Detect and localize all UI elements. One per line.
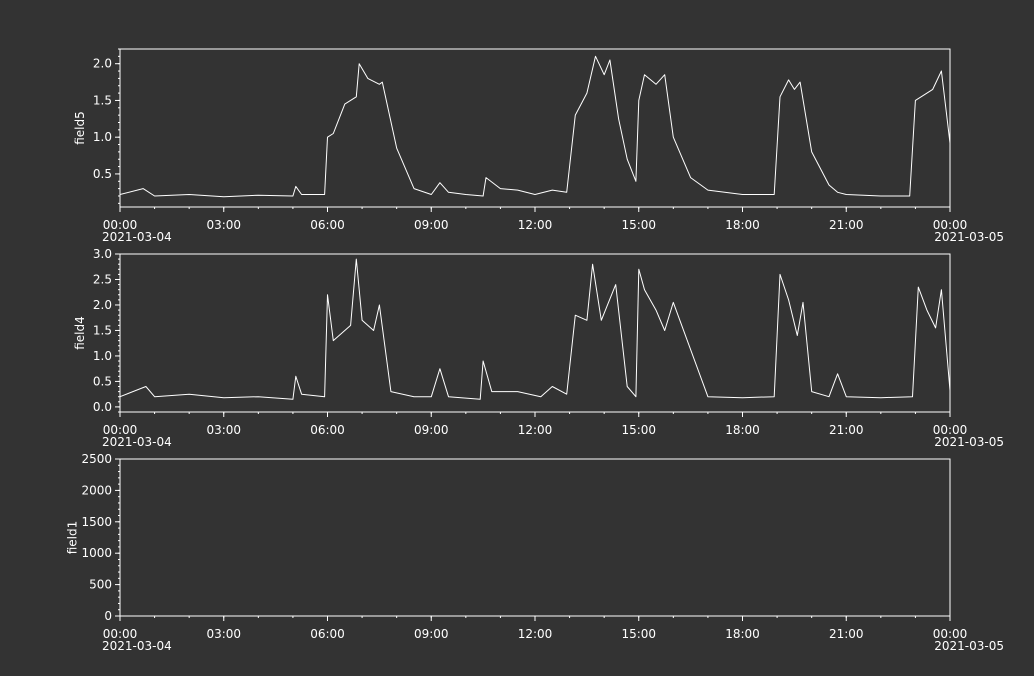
x-tick-label: 09:00 <box>414 423 449 437</box>
y-tick-label: 2.0 <box>93 298 112 312</box>
y-tick-label: 0 <box>104 609 112 623</box>
y-tick-label: 1.5 <box>93 323 112 337</box>
y-tick-label: 1500 <box>81 515 112 529</box>
x-tick-label: 00:00 <box>933 627 968 641</box>
x-tick-label: 03:00 <box>206 423 241 437</box>
x-date-label-start: 2021-03-04 <box>102 435 172 449</box>
x-tick-label: 15:00 <box>621 218 656 232</box>
x-tick-label: 21:00 <box>829 423 864 437</box>
chart-panel-field4: 0.0 0.5 1.0 1.5 2.0 2.5 3.0 00:00 03:00 06:00 09:0… <box>73 247 1004 449</box>
x-tick-label: 00:00 <box>933 218 968 232</box>
y-tick-label: 2.5 <box>93 272 112 286</box>
x-tick-label: 18:00 <box>725 627 760 641</box>
x-tick-label: 03:00 <box>206 627 241 641</box>
x-tick-label: 09:00 <box>414 627 449 641</box>
x-date-label-start: 2021-03-04 <box>102 639 172 653</box>
y-tick-label: 2500 <box>81 452 112 466</box>
y-tick-label: 1.0 <box>93 349 112 363</box>
x-tick-label: 06:00 <box>310 218 345 232</box>
x-date-label-end: 2021-03-05 <box>934 639 1004 653</box>
x-tick-label: 12:00 <box>518 218 553 232</box>
y-tick-label: 0.0 <box>93 400 112 414</box>
y-axis-label: field4 <box>73 316 87 350</box>
x-tick-label: 06:00 <box>310 423 345 437</box>
x-tick-label: 18:00 <box>725 218 760 232</box>
x-tick-label: 15:00 <box>621 627 656 641</box>
x-tick-label: 18:00 <box>725 423 760 437</box>
x-tick-label: 12:00 <box>518 627 553 641</box>
y-tick-label: 2000 <box>81 483 112 497</box>
x-tick-label: 21:00 <box>829 218 864 232</box>
y-axis-label: field5 <box>73 111 87 145</box>
x-tick-label: 09:00 <box>414 218 449 232</box>
x-tick-label: 12:00 <box>518 423 553 437</box>
x-tick-label: 03:00 <box>206 218 241 232</box>
x-date-label-start: 2021-03-04 <box>102 230 172 244</box>
y-tick-label: 0.5 <box>93 167 112 181</box>
x-tick-label: 00:00 <box>103 218 138 232</box>
y-tick-label: 2.0 <box>93 57 112 71</box>
x-date-label-end: 2021-03-05 <box>934 230 1004 244</box>
y-tick-label: 1000 <box>81 546 112 560</box>
x-tick-label: 00:00 <box>103 423 138 437</box>
x-tick-label: 21:00 <box>829 627 864 641</box>
x-tick-label: 00:00 <box>103 627 138 641</box>
chart-panel-field1: 0 500 1000 1500 2000 2500 00:00 03:00 06:00 09:00… <box>65 452 1004 653</box>
x-tick-label: 00:00 <box>933 423 968 437</box>
y-axis-label: field1 <box>65 521 79 555</box>
y-tick-label: 1.5 <box>93 93 112 107</box>
x-date-label-end: 2021-03-05 <box>934 435 1004 449</box>
plot-frame <box>119 48 951 208</box>
chart-panel-field5: 0.5 1.0 1.5 2.0 00:00 03:00 06:00 09:00 12:00 15:… <box>73 48 1004 244</box>
plot-frame <box>119 253 951 413</box>
series-line-field4-0 <box>119 258 951 400</box>
plot-frame <box>119 458 951 617</box>
y-tick-label: 1.0 <box>93 130 112 144</box>
series-line-field5-0 <box>119 55 951 198</box>
y-tick-label: 500 <box>89 578 112 592</box>
x-tick-label: 15:00 <box>621 423 656 437</box>
x-tick-label: 06:00 <box>310 627 345 641</box>
y-tick-label: 3.0 <box>93 247 112 261</box>
y-tick-label: 0.5 <box>93 374 112 388</box>
